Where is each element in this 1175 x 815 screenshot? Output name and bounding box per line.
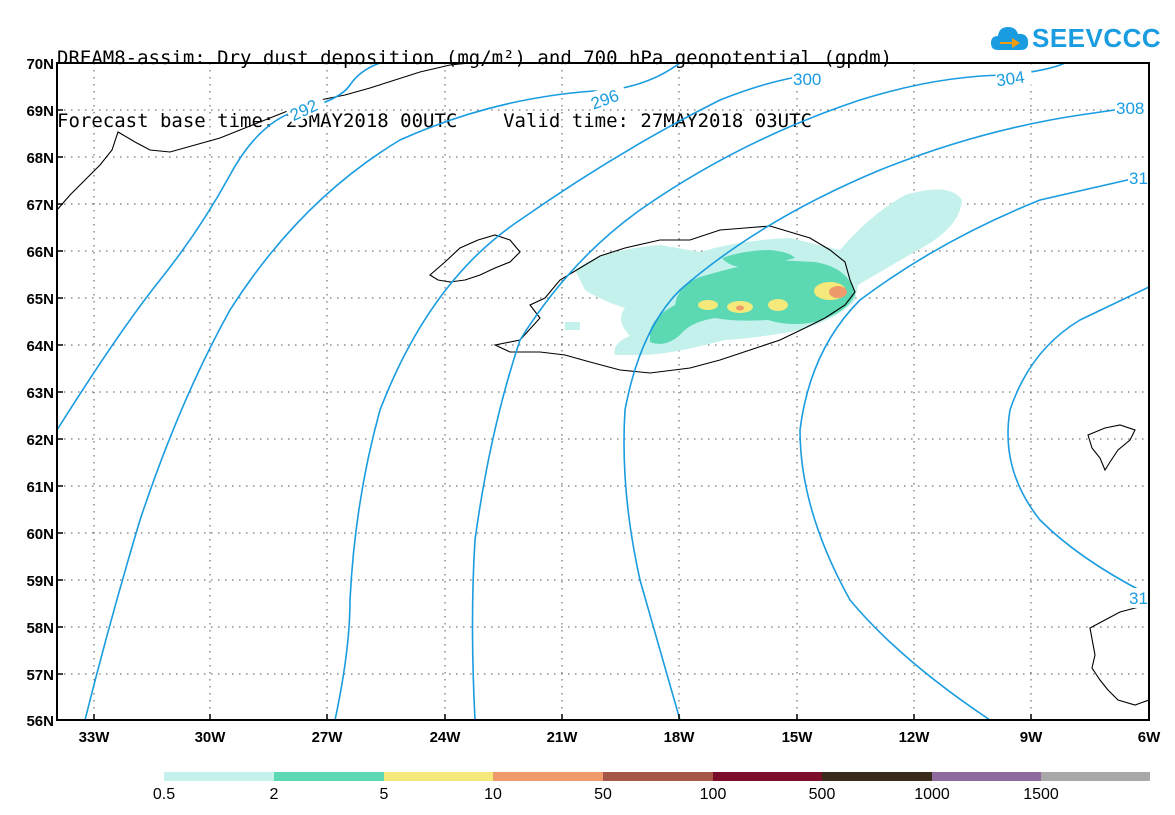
legend-swatch [932, 772, 1041, 781]
contour-label-308: 308 [1116, 99, 1144, 118]
lon-label: 30W [195, 729, 227, 746]
legend-swatch [274, 772, 384, 781]
legend-label: 100 [700, 786, 727, 803]
lon-label: 21W [547, 729, 579, 746]
lat-label: 56N [26, 713, 54, 730]
lon-label: 18W [664, 729, 696, 746]
contour-312 [1007, 286, 1149, 596]
legend-swatch [164, 772, 274, 781]
legend-swatch [713, 772, 822, 781]
dust-level-2 [650, 260, 855, 344]
contour-308 [799, 174, 1149, 720]
map-title: DREAM8-assim: Dry dust deposition (mg/m²… [57, 6, 892, 153]
lon-label: 24W [430, 729, 462, 746]
lat-label: 65N [26, 291, 54, 308]
lat-label: 63N [26, 385, 54, 402]
color-legend [164, 772, 1150, 781]
dust-level-5-c [768, 299, 788, 311]
dust-level-5-d [814, 282, 846, 300]
legend-swatch [1041, 772, 1150, 781]
lon-label: 15W [782, 729, 814, 746]
lat-label: 57N [26, 667, 54, 684]
longitude-labels: 33W 30W 27W 24W 21W 18W 15W 12W 9W 6W [79, 729, 1162, 746]
dust-deposition-field [565, 189, 962, 355]
tick-marks [57, 62, 1150, 721]
lon-label: 12W [899, 729, 931, 746]
seevccc-logo: SEEVCCC [990, 18, 1161, 58]
scotland-islands-coastline [1089, 604, 1149, 706]
westfjords-coastline [429, 234, 521, 283]
lat-label: 59N [26, 573, 54, 590]
lon-label: 9W [1020, 729, 1043, 746]
lat-label: 61N [26, 479, 54, 496]
legend-swatch [822, 772, 932, 781]
contour-label-312-north: 31 [1129, 169, 1148, 188]
dust-level-10-b [829, 286, 847, 298]
dust-level-5-a [698, 300, 718, 310]
legend-label: 50 [594, 786, 612, 803]
legend-label: 1500 [1023, 786, 1059, 803]
coastlines [57, 63, 1149, 706]
dust-level-0.5 [575, 189, 962, 355]
lat-label: 69N [26, 103, 54, 120]
legend-swatch [493, 772, 603, 781]
dust-level-10-a [736, 305, 744, 311]
legend-swatch [603, 772, 713, 781]
lat-label: 60N [26, 526, 54, 543]
legend-label: 0.5 [153, 786, 175, 803]
logo-text: SEEVCCC [1032, 22, 1162, 53]
lat-label: 68N [26, 150, 54, 167]
title-line-2: Forecast base time: 25MAY2018 00UTC Vali… [57, 110, 812, 132]
lat-label: 70N [26, 56, 54, 73]
cloud-arrow-icon [991, 27, 1029, 50]
lat-label: 64N [26, 338, 54, 355]
geopotential-contours [57, 63, 1149, 720]
legend-labels: 0.5 2 5 10 50 100 500 1000 1500 [153, 786, 1059, 803]
lat-label: 58N [26, 620, 54, 637]
lat-label: 66N [26, 244, 54, 261]
lon-label: 6W [1138, 729, 1161, 746]
faroe-islands [1087, 424, 1136, 472]
dust-level-0.5-patch [565, 322, 580, 330]
contour-296b [334, 74, 811, 720]
lat-label: 62N [26, 432, 54, 449]
contour-296 [84, 63, 681, 720]
gridlines [57, 63, 1149, 720]
legend-label: 2 [270, 786, 279, 803]
legend-swatch [384, 772, 493, 781]
lon-label: 27W [312, 729, 344, 746]
legend-label: 10 [484, 786, 502, 803]
lat-label: 67N [26, 197, 54, 214]
legend-label: 500 [809, 786, 836, 803]
dust-level-5-b [727, 301, 753, 313]
contour-304 [623, 104, 1149, 720]
dust-level-2-north [722, 250, 795, 268]
latitude-labels: 70N 69N 68N 67N 66N 65N 64N 63N 62N 61N … [26, 56, 54, 730]
contour-label-304: 304 [995, 68, 1026, 91]
iceland-coastline [493, 225, 856, 374]
legend-label: 5 [380, 786, 389, 803]
contour-300 [471, 63, 1066, 720]
lon-label: 33W [79, 729, 111, 746]
title-line-1: DREAM8-assim: Dry dust deposition (mg/m²… [57, 47, 893, 69]
contour-label-312-south: 31 [1129, 589, 1148, 608]
legend-label: 1000 [914, 786, 950, 803]
plot-frame [56, 62, 1150, 721]
